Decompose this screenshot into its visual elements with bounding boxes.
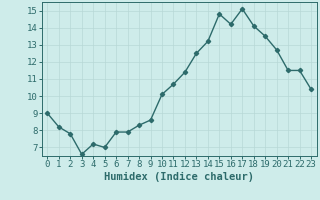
X-axis label: Humidex (Indice chaleur): Humidex (Indice chaleur): [104, 172, 254, 182]
